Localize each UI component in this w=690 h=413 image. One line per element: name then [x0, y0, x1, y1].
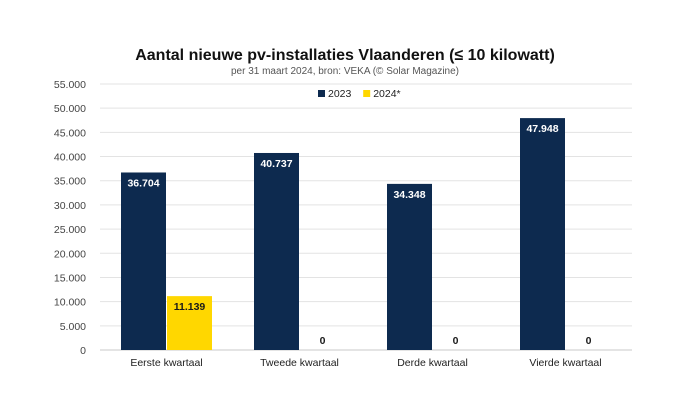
- data-label: 36.704: [127, 177, 159, 189]
- x-axis-ticks: Eerste kwartaal Tweede kwartaal Derde kwar…: [130, 357, 601, 369]
- bar: [167, 296, 212, 350]
- y-tick-label: 35.000: [54, 176, 86, 188]
- bar: [520, 118, 565, 350]
- y-tick-label: 0: [80, 345, 86, 357]
- legend: 2023 2024*: [318, 88, 401, 100]
- chart-subtitle: per 31 maart 2024, bron: VEKA (© Solar M…: [231, 66, 459, 77]
- y-tick-label: 45.000: [54, 127, 86, 139]
- y-tick-label: 55.000: [54, 79, 86, 91]
- y-tick-label: 40.000: [54, 152, 86, 164]
- y-tick-label: 10.000: [54, 297, 86, 309]
- x-tick-label: Tweede kwartaal: [260, 357, 339, 369]
- data-label: 0: [320, 335, 326, 347]
- y-axis-ticks: 0 5.000 10.000 15.000 20.000 25.000 30.000 35.0…: [54, 79, 86, 357]
- bars: [121, 118, 565, 350]
- legend-swatch: [363, 90, 371, 97]
- bar: [387, 183, 432, 350]
- legend-label: 2024*: [373, 88, 400, 100]
- y-tick-label: 15.000: [54, 272, 86, 284]
- bar: [121, 172, 166, 350]
- y-tick-label: 20.000: [54, 248, 86, 260]
- data-label: 34.348: [393, 189, 425, 201]
- chart-title: Aantal nieuwe pv-installaties Vlaanderen…: [135, 47, 555, 64]
- legend-label: 2023: [328, 88, 352, 100]
- y-tick-label: 30.000: [54, 200, 86, 212]
- data-label: 40.737: [260, 158, 292, 170]
- data-label: 11.139: [174, 301, 206, 313]
- data-label: 0: [586, 335, 592, 347]
- y-tick-label: 25.000: [54, 224, 86, 236]
- y-tick-label: 5.000: [60, 321, 86, 333]
- x-tick-label: Eerste kwartaal: [130, 357, 202, 369]
- x-tick-label: Vierde kwartaal: [529, 357, 601, 369]
- y-tick-label: 50.000: [54, 103, 86, 115]
- data-label: 47.948: [526, 123, 558, 135]
- data-labels: 36.704 11.139 40.737 0 34.348 0 47.948 0: [127, 123, 591, 347]
- data-label: 0: [453, 335, 459, 347]
- bar: [254, 152, 299, 350]
- x-tick-label: Derde kwartaal: [397, 357, 468, 369]
- legend-swatch: [318, 90, 325, 97]
